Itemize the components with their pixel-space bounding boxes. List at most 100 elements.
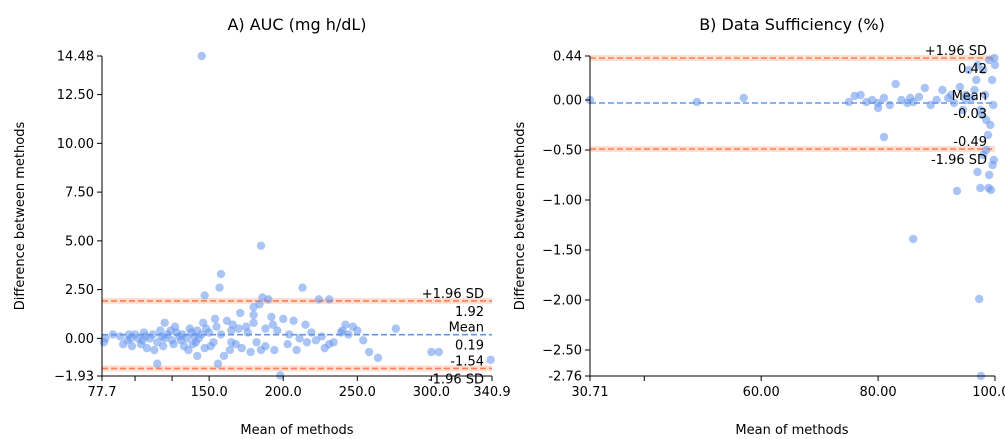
line-tag-label: +1.96 SD — [422, 287, 484, 302]
data-point — [212, 322, 221, 331]
data-point — [364, 347, 374, 357]
data-point — [264, 295, 273, 304]
data-point — [139, 328, 149, 337]
data-point — [185, 324, 195, 333]
data-point — [986, 120, 995, 130]
data-point — [283, 340, 292, 349]
data-point — [99, 338, 109, 347]
data-point — [295, 334, 304, 343]
data-point — [984, 170, 994, 180]
data-point — [227, 338, 236, 347]
data-point — [984, 183, 993, 193]
data-point — [268, 320, 278, 329]
data-point — [209, 338, 218, 347]
data-point — [153, 359, 162, 368]
data-point — [989, 100, 998, 110]
data-point — [359, 336, 368, 345]
data-point — [970, 85, 979, 95]
data-point — [958, 105, 968, 115]
x-tick-label: 100.00 — [972, 385, 1005, 400]
data-point — [692, 97, 702, 107]
y-tick-label: 10.00 — [57, 137, 94, 152]
x-tick-label: 200.0 — [265, 385, 302, 400]
data-point — [964, 65, 973, 75]
data-point — [193, 351, 202, 361]
data-point — [289, 316, 298, 326]
x-tick-label: 340.9 — [473, 385, 510, 400]
data-point — [961, 95, 970, 105]
y-tick-label: 14.48 — [57, 50, 94, 65]
data-point — [279, 314, 288, 324]
data-point — [987, 75, 997, 85]
data-point — [938, 85, 947, 95]
data-point — [194, 334, 203, 343]
data-point — [879, 132, 889, 142]
data-point — [197, 51, 206, 61]
data-point — [949, 98, 959, 108]
data-point — [391, 324, 401, 333]
data-point — [920, 83, 930, 93]
data-point — [215, 283, 224, 292]
data-point — [926, 100, 935, 110]
data-point — [216, 330, 226, 339]
line-value-label: 0.42 — [958, 62, 987, 77]
data-point — [270, 345, 279, 355]
y-tick-label: −2.00 — [542, 294, 582, 309]
line-tag-label: Mean — [952, 89, 987, 104]
data-point — [273, 326, 282, 335]
data-point — [156, 326, 165, 335]
data-point — [952, 186, 962, 196]
data-point — [292, 345, 301, 355]
data-point — [237, 343, 246, 353]
data-point — [199, 318, 208, 327]
data-point — [249, 302, 258, 312]
data-point — [127, 341, 137, 351]
data-point — [169, 340, 178, 349]
data-point — [276, 371, 285, 380]
data-point — [108, 330, 118, 339]
y-axis-label: Difference between methods — [13, 122, 28, 311]
data-point — [338, 326, 347, 335]
data-point — [228, 320, 238, 329]
data-point — [932, 95, 941, 105]
data-point — [946, 90, 956, 100]
line-value-label: 1.92 — [455, 305, 484, 320]
data-point — [955, 82, 965, 92]
data-point — [873, 103, 883, 113]
data-point — [188, 340, 198, 349]
y-tick-label: 0.00 — [65, 332, 94, 347]
data-point — [166, 326, 175, 335]
data-point — [908, 234, 918, 244]
x-tick-label: 300.0 — [413, 385, 450, 400]
data-point — [118, 340, 128, 349]
x-axis-label: Mean of methods — [240, 423, 353, 438]
data-point — [977, 110, 987, 120]
data-point — [243, 328, 252, 337]
data-point — [856, 90, 865, 100]
data-point — [973, 167, 982, 177]
chart-title: A) AUC (mg h/dL) — [227, 15, 366, 34]
data-point — [311, 336, 321, 345]
data-point — [261, 324, 270, 333]
data-point — [284, 330, 294, 339]
data-point — [252, 338, 261, 347]
data-point — [979, 65, 988, 75]
data-point — [142, 343, 152, 353]
data-point — [317, 332, 326, 341]
data-point — [989, 155, 999, 165]
x-tick-label: 77.7 — [88, 385, 117, 400]
line-value-label: -0.49 — [953, 135, 987, 150]
data-point — [344, 330, 353, 339]
data-point — [307, 328, 316, 337]
data-point — [124, 330, 134, 339]
data-point — [256, 345, 266, 355]
data-point — [301, 320, 310, 329]
x-tick-label: 250.0 — [339, 385, 376, 400]
data-point — [210, 314, 220, 324]
data-point — [975, 294, 984, 304]
data-point — [879, 93, 889, 103]
y-tick-label: −1.93 — [54, 370, 94, 385]
y-tick-label: -2.76 — [548, 370, 582, 385]
data-point — [891, 79, 900, 89]
